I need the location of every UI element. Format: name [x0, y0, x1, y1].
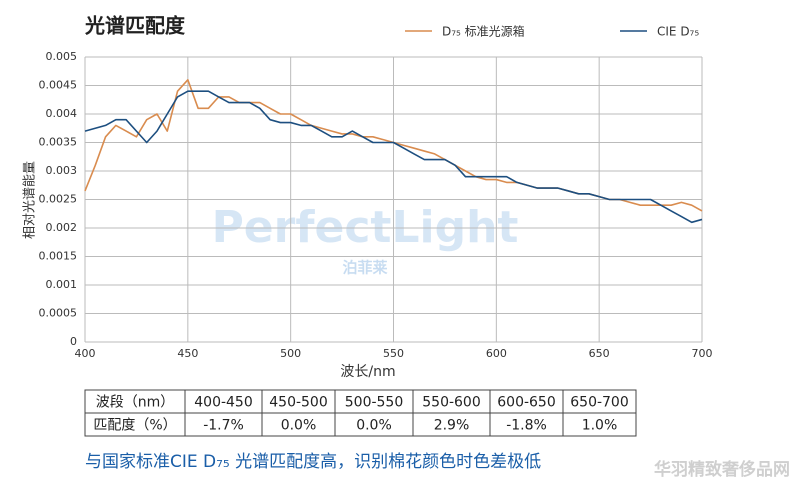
y-tick-label: 0.004	[46, 107, 78, 120]
y-tick-label: 0.0005	[39, 307, 78, 320]
y-tick-label: 0.0015	[39, 250, 78, 263]
table-text: 2.9%	[434, 418, 470, 434]
y-tick-label: 0.001	[46, 278, 78, 291]
x-axis-label: 波长/nm	[340, 364, 395, 380]
legend-label: D₇₅ 标准光源箱	[442, 24, 525, 39]
y-axis-label: 相对光谱能量	[23, 161, 38, 239]
table-text: 0.0%	[281, 418, 317, 434]
x-tick-label: 400	[75, 347, 96, 360]
watermark: 泊菲莱	[342, 259, 387, 277]
y-tick-label: 0.0025	[39, 193, 78, 206]
y-tick-label: 0.003	[46, 164, 78, 177]
table-text: 450-500	[269, 395, 328, 411]
table-text: -1.8%	[506, 418, 547, 434]
table-text: -1.7%	[203, 418, 244, 434]
table-text: 波段（nm）	[96, 395, 175, 411]
y-tick-label: 0.002	[46, 221, 78, 234]
x-tick-label: 500	[280, 347, 301, 360]
x-tick-label: 650	[589, 347, 610, 360]
y-tick-label: 0	[70, 335, 77, 348]
table-text: 匹配度（%）	[93, 418, 176, 434]
table-text: 1.0%	[582, 418, 618, 434]
table-cell	[562, 412, 637, 437]
table-text: 0.0%	[356, 418, 392, 434]
table-text: 500-550	[345, 395, 404, 411]
chart-title: 光谱匹配度	[84, 14, 186, 38]
legend-label: CIE D₇₅	[657, 25, 699, 39]
x-tick-label: 450	[177, 347, 198, 360]
watermark: 华羽精致奢侈品网	[654, 459, 790, 480]
y-tick-label: 0.005	[46, 50, 78, 63]
table-text: 550-600	[422, 395, 481, 411]
x-tick-label: 550	[383, 347, 404, 360]
table-text: 400-450	[194, 395, 253, 411]
caption: 与国家标准CIE D₇₅ 光谱匹配度高，识别棉花颜色时色差极低	[85, 452, 541, 472]
table-text: 600-650	[497, 395, 556, 411]
y-tick-label: 0.0035	[39, 136, 78, 149]
data-line	[84, 90, 703, 224]
y-tick-label: 0.0045	[39, 79, 78, 92]
table-text: 650-700	[570, 395, 629, 411]
x-tick-label: 600	[486, 347, 507, 360]
x-tick-label: 700	[692, 347, 713, 360]
